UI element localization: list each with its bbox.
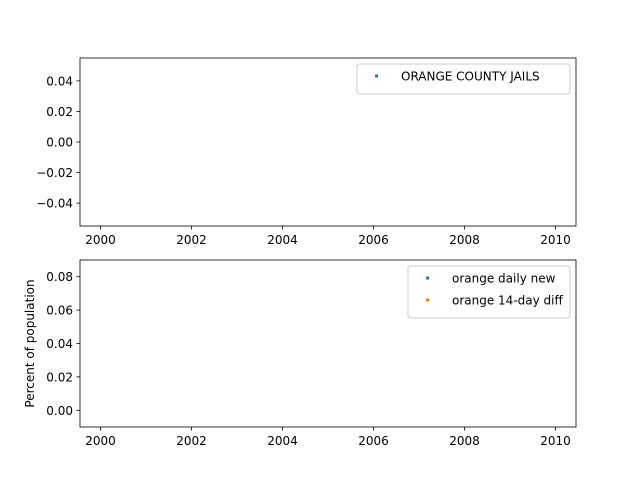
- chart-2-x-tick-label: 2002: [176, 434, 207, 448]
- chart-1: 2000 2002 2004 2006 2008 2010 0.04 0.02 0.00 −0.0…: [36, 57, 577, 247]
- chart-1-y-tick-label: −0.04: [36, 197, 73, 211]
- chart-1-x-tick-label: 2002: [176, 233, 207, 247]
- chart-2: 2000 2002 2004 2006 2008 2010 0.08 0.06 0.04 0.02…: [23, 259, 577, 448]
- chart-2-y-tick-label: 0.02: [46, 370, 73, 384]
- chart-1-legend-box: [356, 63, 571, 95]
- chart-2-legend-marker: [426, 298, 429, 302]
- chart-2-x-tick-label: 2004: [267, 434, 298, 448]
- chart-1-legend-label: ORANGE COUNTY JAILS: [401, 70, 540, 84]
- chart-2-legend-label: orange 14-day diff: [452, 294, 563, 308]
- chart-2-legend-label: orange daily new: [452, 272, 556, 286]
- chart-1-y-tick-label: 0.00: [46, 136, 73, 150]
- chart-1-x-tick-label: 2000: [85, 233, 116, 247]
- chart-1-y-tick-label: 0.04: [46, 74, 73, 88]
- chart-2-x-tick-label: 2006: [358, 434, 389, 448]
- chart-1-x-tick-label: 2004: [267, 233, 298, 247]
- chart-2-x-tick-label: 2008: [449, 434, 480, 448]
- chart-1-legend-marker: [375, 74, 378, 78]
- chart-2-legend: orange daily new orange 14-day diff: [407, 265, 571, 319]
- chart-2-y-tick-label: 0.08: [46, 270, 73, 284]
- chart-1-y-tick-label: 0.02: [46, 105, 73, 119]
- chart-2-legend-box: [407, 265, 571, 319]
- chart-1-y-tick-label: −0.02: [36, 166, 73, 180]
- chart-2-y-tick-label: 0.06: [46, 304, 73, 318]
- chart-2-legend-marker: [426, 276, 429, 280]
- chart-2-ylabel: Percent of population: [23, 279, 37, 407]
- chart-1-x-tick-label: 2006: [358, 233, 389, 247]
- chart-2-y-tick-label: 0.00: [46, 404, 73, 418]
- chart-2-y-tick-label: 0.04: [46, 337, 73, 351]
- chart-1-legend: ORANGE COUNTY JAILS: [356, 63, 571, 95]
- chart-2-x-tick-label: 2010: [540, 434, 571, 448]
- chart-1-x-tick-label: 2008: [449, 233, 480, 247]
- chart-2-x-tick-label: 2000: [85, 434, 116, 448]
- chart-1-x-tick-label: 2010: [540, 233, 571, 247]
